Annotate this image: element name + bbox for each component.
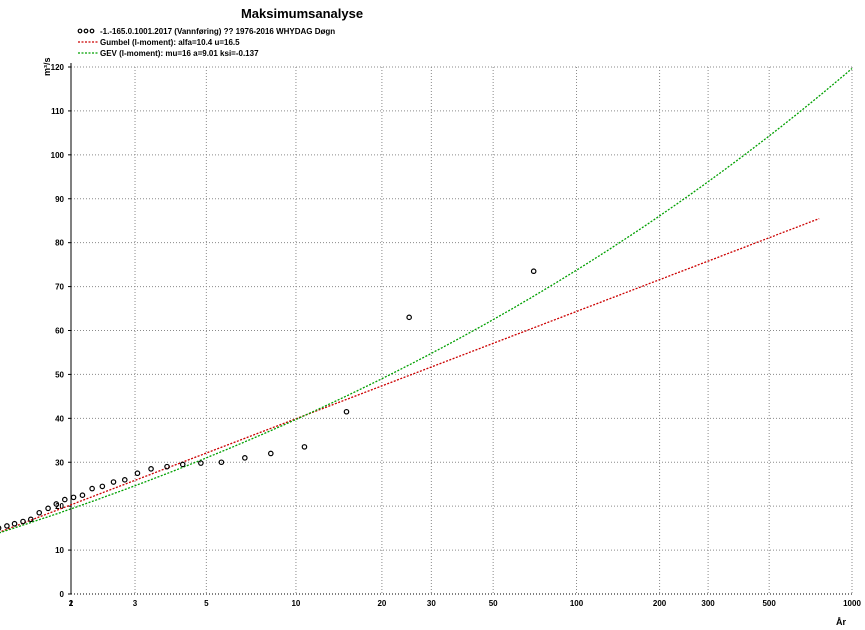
x-axis-label: År [836, 617, 846, 627]
y-tick-label: 90 [55, 195, 64, 204]
x-tick-label: 30 [427, 599, 436, 608]
observation-point [301, 444, 308, 450]
x-tick-label: 5 [204, 599, 209, 608]
y-tick-label: 10 [55, 546, 64, 555]
observation-points [0, 268, 537, 531]
x-tick-label: 300 [701, 599, 715, 608]
observation-point [148, 466, 154, 472]
legend-marker-observations [77, 28, 83, 34]
legend: -1.-165.0.1001.2017 (Vannføring) ?? 1976… [77, 27, 335, 58]
x-axis-ticks: 12 3 5 10 20 30 50 100 200 300 500 1000 [69, 599, 862, 608]
observation-point [164, 463, 170, 470]
gumbel-curve [0, 217, 820, 533]
observation-point [79, 492, 86, 498]
observation-point [28, 516, 34, 523]
x-tick-label: 50 [489, 599, 498, 608]
observation-point [242, 455, 248, 461]
x-tick-label: 2 [69, 599, 74, 608]
observation-point [99, 483, 106, 490]
legend-label-observations: -1.-165.0.1001.2017 (Vannføring) ?? 1976… [100, 27, 335, 36]
y-tick-label: 70 [55, 283, 64, 292]
y-tick-label: 40 [55, 414, 64, 423]
curves [0, 68, 853, 534]
observation-point [70, 494, 77, 501]
y-tick-label: 120 [51, 63, 65, 72]
observation-point [89, 485, 95, 492]
x-tick-label: 1000 [843, 599, 861, 608]
x-tick-label: 500 [762, 599, 776, 608]
legend-marker-observations [83, 28, 89, 34]
gev-curve [0, 68, 853, 534]
x-tick-label: 1 [69, 599, 74, 608]
observation-point [179, 461, 186, 468]
x-tick-label: 100 [570, 599, 584, 608]
observation-point [61, 496, 68, 503]
legend-label-gev: GEV (l-moment): mu=16 a=9.01 ksi=-0.137 [100, 49, 259, 58]
observation-point [121, 477, 128, 483]
y-tick-label: 60 [55, 327, 64, 336]
x-tick-label: 20 [377, 599, 386, 608]
observation-point [110, 479, 117, 485]
legend-marker-observations [89, 28, 95, 34]
y-axis-label: m³/s [42, 57, 52, 76]
observation-point [134, 470, 141, 477]
observation-point [530, 268, 537, 275]
y-tick-label: 0 [60, 590, 65, 599]
axes [70, 63, 852, 595]
observation-point [53, 501, 60, 507]
y-tick-label: 110 [51, 107, 64, 116]
legend-label-gumbel: Gumbel (l-moment): alfa=10.4 u=16.5 [100, 38, 240, 47]
y-tick-label: 50 [55, 370, 64, 379]
legend-item-gev: GEV (l-moment): mu=16 a=9.01 ksi=-0.137 [78, 49, 259, 58]
x-tick-label: 10 [291, 599, 300, 608]
observation-point [4, 523, 10, 529]
y-tick-label: 30 [55, 458, 64, 467]
legend-item-observations: -1.-165.0.1001.2017 (Vannføring) ?? 1976… [77, 27, 335, 36]
observation-point [198, 460, 204, 466]
observation-point [268, 450, 274, 457]
observation-point [45, 505, 51, 512]
legend-item-gumbel: Gumbel (l-moment): alfa=10.4 u=16.5 [78, 38, 240, 47]
grid [70, 66, 853, 594]
observation-point [343, 408, 350, 415]
observation-point [0, 525, 2, 531]
y-tick-label: 20 [55, 502, 64, 511]
x-tick-label: 200 [653, 599, 667, 608]
observation-point [406, 314, 412, 321]
observation-point [11, 520, 18, 527]
observation-point [20, 518, 26, 525]
observation-point [218, 459, 225, 466]
y-axis-ticks: 0 10 20 30 40 50 60 70 80 90 100 110 120 [51, 63, 71, 599]
y-tick-label: 100 [51, 151, 65, 160]
chart-title: Maksimumsanalyse [241, 6, 363, 21]
observation-point [36, 509, 43, 516]
x-tick-label: 3 [133, 599, 138, 608]
y-tick-label: 80 [55, 239, 64, 248]
